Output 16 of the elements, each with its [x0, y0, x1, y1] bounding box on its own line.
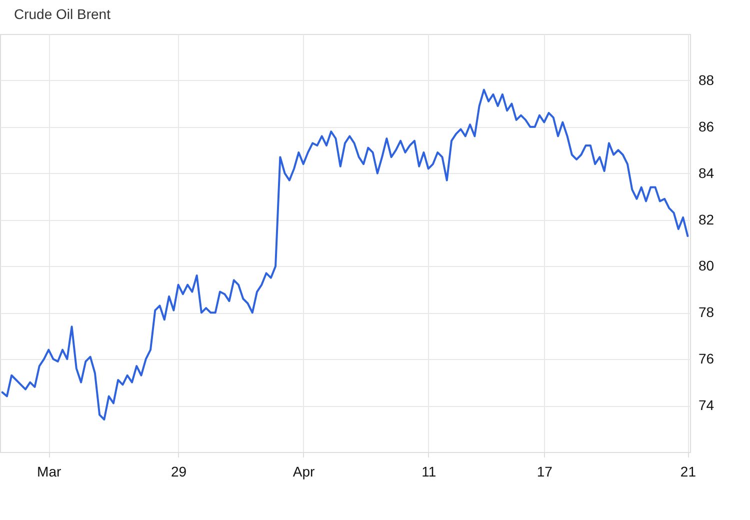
x-tick-label: 17 [536, 464, 553, 480]
chart-title: Crude Oil Brent [14, 6, 111, 22]
y-tick-label: 78 [698, 304, 714, 320]
x-tick-label: Mar [37, 464, 62, 480]
y-tick-label: 76 [698, 350, 714, 367]
x-tick-label: 11 [422, 464, 436, 480]
y-tick-label: 82 [698, 211, 714, 228]
x-tick-label: Apr [292, 464, 316, 480]
y-tick-label: 88 [698, 72, 714, 88]
y-tick-label: 74 [698, 397, 714, 414]
y-tick-label: 80 [698, 258, 714, 274]
line-series [1, 88, 689, 420]
x-tick-label: 29 [171, 464, 187, 480]
y-tick-label: 84 [698, 164, 714, 181]
x-tick-label: 21 [680, 464, 696, 480]
y-tick-label: 86 [698, 118, 714, 134]
